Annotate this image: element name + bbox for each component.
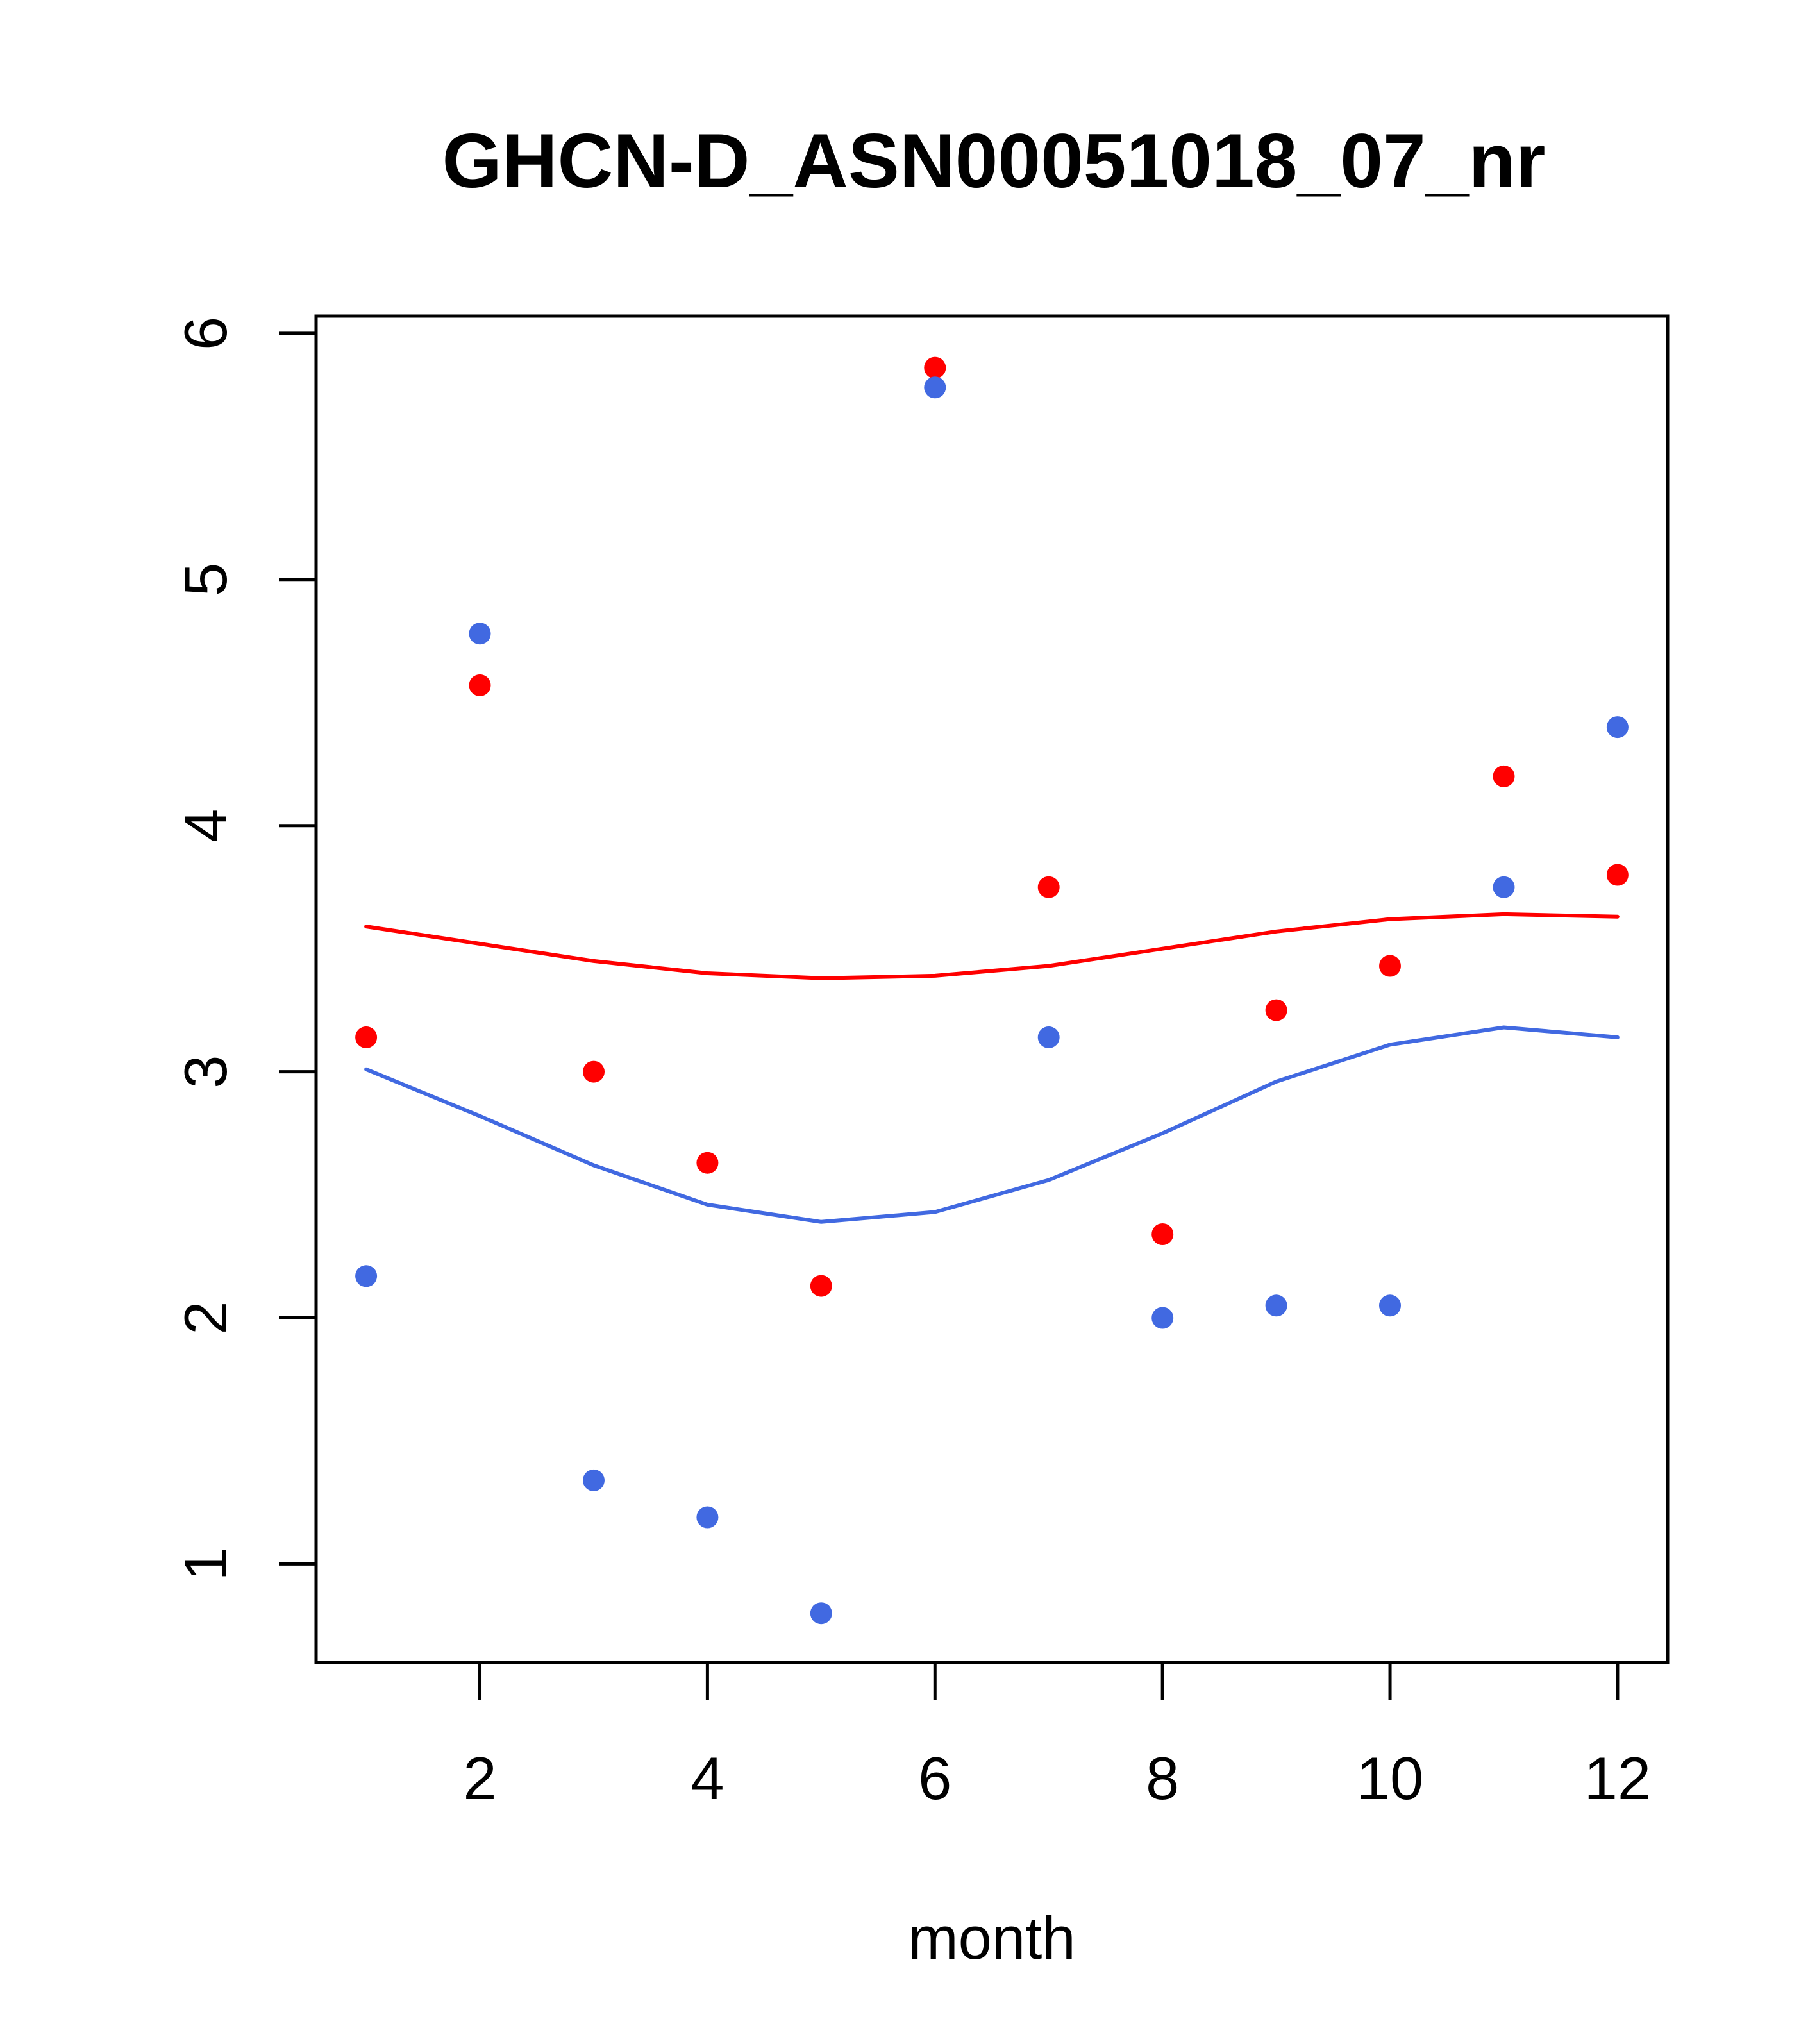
- series-1-point-9: [1265, 1294, 1287, 1317]
- y-axis: 1 2 3 4 5 6: [172, 317, 318, 1581]
- series-1-point-4: [696, 1506, 719, 1529]
- series-0-point-2: [469, 674, 491, 696]
- series-0-point-6: [924, 356, 946, 379]
- series-3-line: [364, 1025, 1620, 1224]
- y-tick-label-4: 4: [172, 809, 239, 842]
- series-0-point-1: [355, 1026, 378, 1048]
- x-axis-label: month: [908, 1904, 1075, 1972]
- series-1-point-7: [1037, 1026, 1060, 1048]
- series-0-point-8: [1151, 1223, 1174, 1245]
- series-0-point-3: [583, 1060, 605, 1083]
- x-tick-label-4: 4: [691, 1745, 724, 1812]
- chart-title: GHCN-D_ASN00051018_07_nr: [442, 118, 1546, 204]
- series-1-point-8: [1151, 1307, 1174, 1329]
- x-tick-label-2: 2: [463, 1745, 496, 1812]
- x-tick-label-10: 10: [1357, 1745, 1424, 1812]
- series-0-point-12: [1606, 864, 1629, 886]
- x-tick-label-6: 6: [918, 1745, 951, 1812]
- series-0-point-11: [1493, 765, 1515, 787]
- series-1-point-3: [583, 1469, 605, 1491]
- series-1-point-5: [810, 1602, 832, 1625]
- series-1-point-2: [469, 623, 491, 645]
- series-1-point-11: [1493, 876, 1515, 898]
- plot-frame: [314, 314, 1670, 1664]
- series-0-point-4: [696, 1152, 719, 1174]
- series-0-point-10: [1379, 955, 1401, 977]
- series-1-point-6: [924, 376, 946, 399]
- x-tick-label-8: 8: [1146, 1745, 1179, 1812]
- y-tick-label-6: 6: [172, 317, 239, 350]
- series-0-point-5: [810, 1275, 832, 1297]
- series-0-point-9: [1265, 999, 1287, 1021]
- series-layer: [355, 356, 1629, 1625]
- series-2-line: [364, 912, 1620, 980]
- series-1-point-12: [1606, 716, 1629, 739]
- series-0-point-7: [1037, 876, 1060, 898]
- y-tick-label-5: 5: [172, 563, 239, 596]
- series-1-point-10: [1379, 1294, 1401, 1317]
- y-tick-label-2: 2: [172, 1301, 239, 1334]
- y-tick-label-3: 3: [172, 1055, 239, 1088]
- x-axis: 2 4 6 8 10 12: [463, 1661, 1652, 1812]
- x-tick-label-12: 12: [1584, 1745, 1652, 1812]
- y-tick-label-1: 1: [172, 1547, 239, 1580]
- series-1-point-1: [355, 1265, 378, 1287]
